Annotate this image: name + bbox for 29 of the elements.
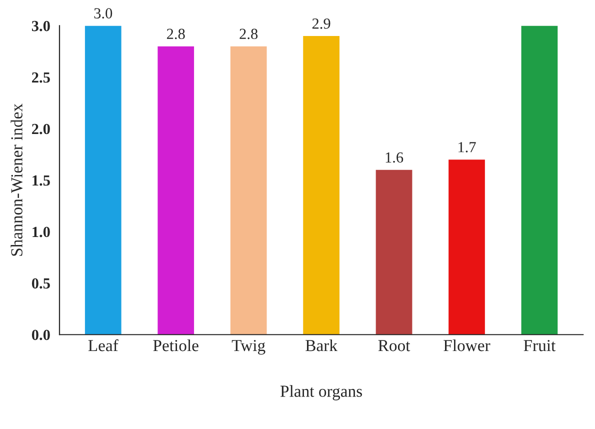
bar: [158, 46, 194, 335]
x-axis-title: Plant organs: [280, 385, 362, 400]
data-label: 1.6: [386, 152, 404, 163]
data-label: 1.7: [458, 142, 476, 152]
bar: [84, 26, 122, 335]
y-tick-label: 1.0: [32, 226, 50, 238]
bar: [230, 46, 267, 335]
bar: [448, 160, 485, 335]
data-label: 2.9: [312, 18, 330, 29]
data-label: 2.8: [240, 28, 258, 40]
x-tick-label: Root: [378, 340, 410, 352]
data-label: 3.0: [94, 8, 112, 19]
y-tick-label: 1.5: [32, 175, 50, 186]
bar: [303, 36, 340, 335]
x-tick-label: Flower: [444, 339, 490, 352]
y-tick-label: 2.0: [32, 124, 50, 134]
bar: [521, 26, 558, 335]
y-tick-label: 0.0: [32, 330, 50, 340]
x-tick-label: Twig: [232, 340, 266, 355]
data-label: 2.8: [166, 28, 185, 40]
x-tick-label: Fruit: [524, 340, 556, 352]
y-tick-label: 3.0: [32, 20, 50, 32]
y-axis-title: Shannon-Wiener index: [10, 104, 23, 256]
y-tick-label: 0.5: [32, 278, 50, 289]
bar: [376, 170, 412, 335]
x-tick-label: Bark: [306, 339, 338, 352]
x-tick-label: Petiole: [153, 339, 198, 352]
x-tick-label: Leaf: [88, 339, 118, 352]
y-tick-label: 2.5: [32, 72, 50, 83]
